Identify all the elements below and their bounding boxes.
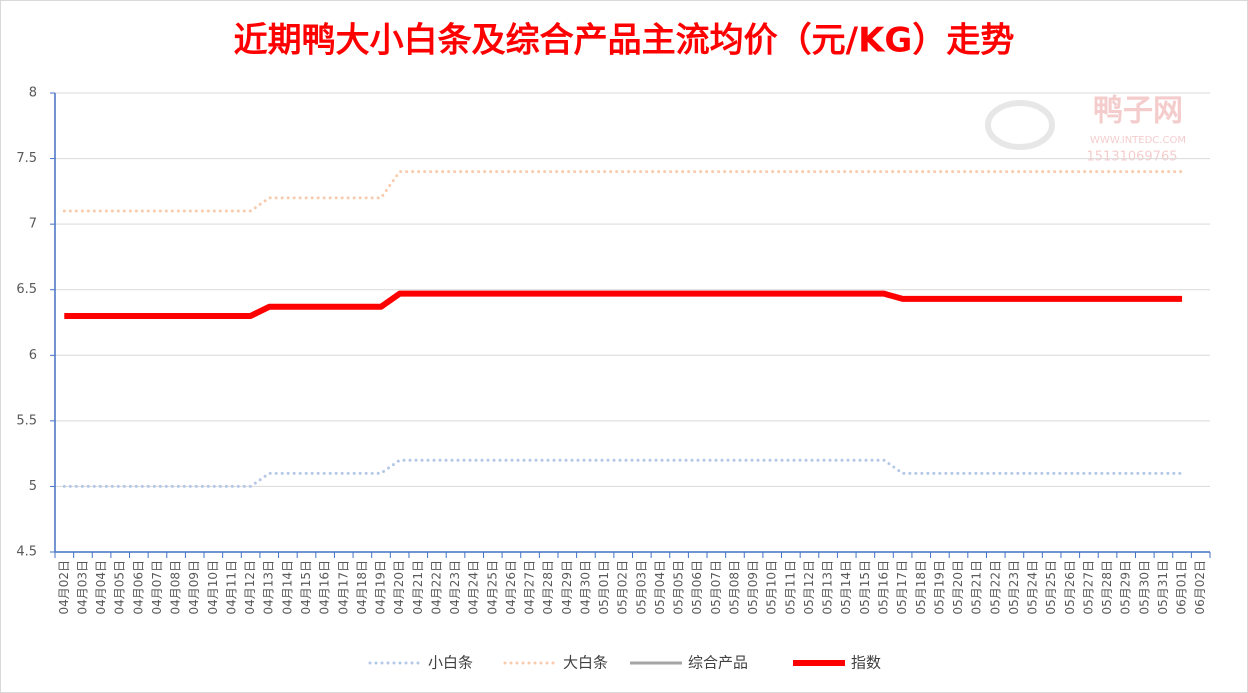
series-line <box>64 290 1183 319</box>
x-tick-label: 05月22日 <box>988 560 1002 615</box>
x-tick-label: 05月05日 <box>672 560 686 615</box>
x-tick-label: 04月20日 <box>392 560 406 615</box>
y-tick-label: 5.5 <box>16 413 37 428</box>
watermark-logo <box>985 100 1055 150</box>
x-tick-label: 04月07日 <box>150 560 164 615</box>
x-tick-label: 05月06日 <box>690 560 704 615</box>
x-tick-label: 04月14日 <box>280 560 294 615</box>
x-tick-label: 06月01日 <box>1175 560 1189 615</box>
x-tick-label: 04月02日 <box>57 560 71 615</box>
x-tick-label: 04月13日 <box>262 560 276 615</box>
x-tick-label: 04月08日 <box>169 560 183 615</box>
legend-label: 大白条 <box>563 654 608 672</box>
x-tick-label: 05月03日 <box>634 560 648 615</box>
y-tick-label: 6 <box>29 348 37 363</box>
x-tick-label: 05月07日 <box>709 560 723 615</box>
x-tick-label: 05月21日 <box>970 560 984 615</box>
x-tick-label: 04月28日 <box>541 560 555 615</box>
x-tick-label: 04月21日 <box>411 560 425 615</box>
x-tick-label: 04月11日 <box>224 560 238 615</box>
watermark-phone: 15131069765 <box>1087 150 1178 165</box>
x-tick-label: 04月09日 <box>187 560 201 615</box>
x-tick-label: 05月01日 <box>597 560 611 615</box>
x-tick-label: 04月10日 <box>206 560 220 615</box>
y-tick-label: 4.5 <box>16 545 37 560</box>
x-tick-label: 04月16日 <box>318 560 332 615</box>
watermark-logo-text: 鸭子网 <box>1093 94 1183 129</box>
x-tick-label: 05月31日 <box>1156 560 1170 615</box>
x-tick-label: 05月04日 <box>653 560 667 615</box>
series-line <box>62 458 1184 488</box>
x-tick-label: 04月18日 <box>355 560 369 615</box>
x-tick-label: 05月15日 <box>858 560 872 615</box>
y-tick-label: 8 <box>29 86 37 101</box>
x-tick-label: 05月29日 <box>1119 560 1133 615</box>
x-tick-label: 04月15日 <box>299 560 313 615</box>
x-tick-label: 05月18日 <box>914 560 928 615</box>
x-tick-label: 04月06日 <box>131 560 145 615</box>
x-tick-label: 05月14日 <box>839 560 853 615</box>
x-tick-label: 05月16日 <box>876 560 890 615</box>
x-tick-label: 05月12日 <box>802 560 816 615</box>
x-tick-label: 05月26日 <box>1063 560 1077 615</box>
x-tick-label: 05月24日 <box>1026 560 1040 615</box>
x-tick-label: 05月23日 <box>1007 560 1021 615</box>
x-tick-label: 04月30日 <box>578 560 592 615</box>
x-tick-label: 05月30日 <box>1137 560 1151 615</box>
x-tick-label: 04月29日 <box>560 560 574 615</box>
x-tick-label: 05月25日 <box>1044 560 1058 615</box>
x-tick-label: 05月28日 <box>1100 560 1114 615</box>
legend-label: 小白条 <box>428 654 473 672</box>
x-tick-label: 04月27日 <box>523 560 537 615</box>
y-tick-label: 5 <box>29 479 37 494</box>
x-tick-label: 04月03日 <box>75 560 89 615</box>
y-tick-label: 7.5 <box>16 151 37 166</box>
watermark: 鸭子网 WWW.INTEDC.COM 15131069765 <box>985 94 1186 165</box>
x-tick-label: 05月10日 <box>765 560 779 615</box>
x-tick-label: 04月12日 <box>243 560 257 615</box>
x-tick-label: 05月17日 <box>895 560 909 615</box>
x-tick-label: 04月19日 <box>374 560 388 615</box>
x-tick-label: 04月23日 <box>448 560 462 615</box>
x-tick-label: 04月17日 <box>336 560 350 615</box>
x-tick-label: 05月19日 <box>932 560 946 615</box>
x-tick-label: 05月27日 <box>1081 560 1095 615</box>
legend-label: 指数 <box>851 654 881 672</box>
x-tick-label: 05月20日 <box>951 560 965 615</box>
x-tick-label: 05月13日 <box>821 560 835 615</box>
x-tick-label: 05月11日 <box>783 560 797 615</box>
series-line <box>62 170 1184 213</box>
x-tick-label: 04月05日 <box>113 560 127 615</box>
x-tick-label: 04月24日 <box>467 560 481 615</box>
x-tick-label: 05月09日 <box>746 560 760 615</box>
x-tick-label: 05月08日 <box>727 560 741 615</box>
y-tick-label: 6.5 <box>16 282 37 297</box>
x-tick-label: 04月04日 <box>94 560 108 615</box>
x-tick-label: 06月02日 <box>1193 560 1207 615</box>
legend-label: 综合产品 <box>688 654 748 672</box>
x-tick-label: 05月02日 <box>616 560 630 615</box>
chart-title: 近期鸭大小白条及综合产品主流均价（元/KG）走势 <box>234 21 1015 61</box>
x-tick-label: 04月25日 <box>485 560 499 615</box>
x-tick-label: 04月26日 <box>504 560 518 615</box>
y-tick-label: 7 <box>29 217 37 232</box>
watermark-site: WWW.INTEDC.COM <box>1090 135 1186 146</box>
x-tick-label: 04月22日 <box>429 560 443 615</box>
